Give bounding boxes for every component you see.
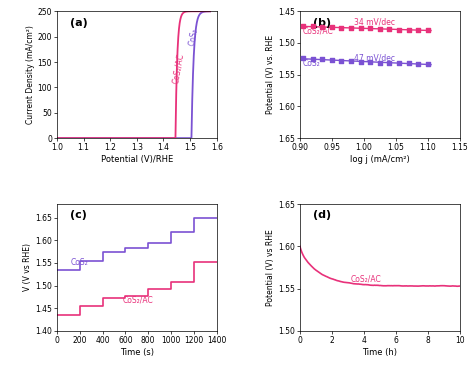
- Point: [337, 25, 345, 31]
- Point: [424, 27, 432, 33]
- Point: [386, 26, 393, 32]
- Point: [347, 58, 355, 64]
- Point: [357, 26, 365, 32]
- Y-axis label: Potential (V) vs. RHE: Potential (V) vs. RHE: [266, 35, 275, 114]
- Point: [405, 27, 412, 33]
- Point: [299, 23, 307, 29]
- Point: [414, 27, 422, 33]
- Text: CoS₂: CoS₂: [71, 258, 88, 267]
- Point: [347, 25, 355, 31]
- Text: 34 mV/dec: 34 mV/dec: [354, 18, 395, 27]
- Point: [319, 24, 326, 30]
- Point: [337, 58, 345, 64]
- Text: CoS₂: CoS₂: [303, 59, 321, 68]
- Text: 47 mV/dec: 47 mV/dec: [354, 53, 395, 62]
- Point: [386, 60, 393, 66]
- Point: [395, 27, 403, 33]
- Text: CoS₂/AC: CoS₂/AC: [123, 296, 154, 305]
- Text: (b): (b): [313, 18, 331, 27]
- Point: [414, 61, 422, 67]
- Point: [366, 59, 374, 65]
- Y-axis label: V (V vs RHE): V (V vs RHE): [23, 244, 32, 291]
- Y-axis label: Current Density (mA/cm²): Current Density (mA/cm²): [26, 25, 35, 124]
- Point: [328, 57, 336, 63]
- Point: [424, 61, 432, 67]
- Text: CoS₂/AC: CoS₂/AC: [171, 53, 185, 84]
- Point: [328, 24, 336, 30]
- Point: [366, 26, 374, 32]
- Point: [309, 56, 317, 62]
- Point: [395, 60, 403, 66]
- Y-axis label: Potential (V) vs RHE: Potential (V) vs RHE: [266, 229, 275, 306]
- Text: CoS₂/AC: CoS₂/AC: [351, 275, 382, 284]
- Point: [376, 60, 383, 66]
- Point: [299, 55, 307, 61]
- Text: CoS₂/AC: CoS₂/AC: [303, 26, 334, 35]
- X-axis label: Potential (V)/RHE: Potential (V)/RHE: [100, 155, 173, 164]
- Text: CoS₂: CoS₂: [188, 27, 200, 46]
- Point: [309, 23, 317, 29]
- X-axis label: Time (s): Time (s): [120, 347, 154, 356]
- Point: [319, 56, 326, 62]
- Text: (a): (a): [70, 18, 87, 27]
- Point: [357, 59, 365, 65]
- Text: (c): (c): [70, 211, 87, 220]
- X-axis label: Time (h): Time (h): [362, 347, 397, 356]
- X-axis label: log j (mA/cm²): log j (mA/cm²): [350, 155, 410, 164]
- Point: [405, 60, 412, 66]
- Text: (d): (d): [313, 211, 331, 220]
- Point: [376, 26, 383, 32]
